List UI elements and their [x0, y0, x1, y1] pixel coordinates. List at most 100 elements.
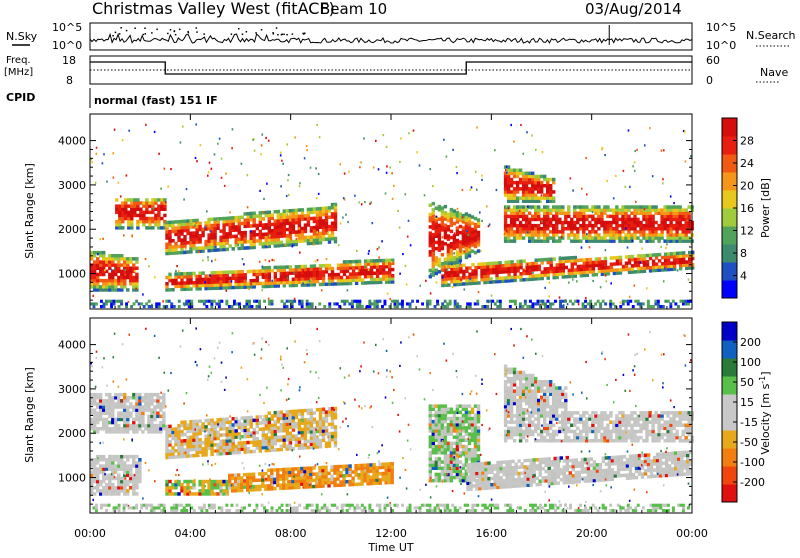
power-cell — [519, 181, 522, 185]
velocity-cell — [321, 484, 324, 488]
power-cell — [531, 200, 534, 204]
power-cell — [438, 261, 441, 265]
velocity-cell — [229, 420, 232, 424]
power-cell — [582, 230, 585, 234]
power-cell — [591, 205, 594, 209]
power-cell — [577, 271, 580, 275]
velocity-cell — [105, 408, 108, 412]
power-cell — [480, 266, 483, 270]
power-cell — [447, 283, 450, 287]
power-cell — [133, 211, 136, 215]
velocity-cell — [435, 445, 438, 449]
velocity-cell — [265, 421, 268, 425]
velocity-cell — [219, 446, 222, 450]
velocity-cell — [117, 455, 120, 459]
power-speckle — [317, 276, 319, 278]
power-cell — [672, 233, 675, 237]
velocity-cell — [93, 486, 96, 490]
power-cell — [174, 233, 177, 237]
power-cell — [571, 265, 574, 269]
power-cell — [210, 284, 213, 288]
velocity-cell — [265, 427, 268, 431]
power-cell — [331, 225, 334, 229]
power-cell — [379, 265, 382, 269]
power-cell — [130, 201, 133, 205]
velocity-cell — [238, 420, 241, 424]
power-cell — [675, 221, 678, 225]
velocity-cell — [321, 466, 324, 470]
power-cell — [222, 217, 225, 221]
power-cell — [483, 262, 486, 266]
velocity-cell — [201, 486, 204, 490]
velocity-cell — [385, 466, 388, 470]
velocity-cell — [369, 469, 372, 473]
power-cell — [253, 240, 256, 244]
power-cell — [207, 221, 210, 225]
power-floor — [569, 300, 572, 303]
velocity-cell — [246, 473, 249, 477]
power-cell — [186, 287, 189, 291]
power-speckle — [238, 244, 240, 246]
power-cell — [516, 181, 519, 185]
velocity-cell — [111, 399, 114, 403]
velocity-cell — [438, 411, 441, 415]
power-floor — [514, 302, 517, 305]
power-cell — [216, 277, 219, 281]
power-cell — [379, 259, 382, 263]
power-speckle — [302, 282, 304, 284]
power-cell — [256, 214, 259, 218]
power-cell — [510, 200, 513, 204]
velocity-cell — [108, 393, 111, 397]
velocity-cell — [429, 404, 432, 408]
power-cell — [189, 275, 192, 279]
velocity-cell — [241, 447, 244, 451]
power-cell — [280, 231, 283, 235]
power-cell — [253, 218, 256, 222]
velocity-cell — [297, 483, 300, 487]
velocity-cell — [289, 432, 292, 436]
power-cell — [126, 273, 129, 277]
velocity-cell — [276, 468, 279, 472]
power-speckle — [118, 182, 120, 184]
power-cell — [447, 262, 450, 266]
power-cell — [238, 273, 241, 277]
power-speckle — [359, 166, 361, 168]
velocity-cell — [289, 413, 292, 417]
power-floor — [203, 302, 206, 305]
velocity-cell — [120, 455, 123, 459]
velocity-cell — [135, 483, 138, 487]
power-cell — [519, 278, 522, 282]
velocity-cell — [244, 426, 247, 430]
power-cell — [271, 229, 274, 233]
power-cell — [295, 215, 298, 219]
power-cell — [132, 285, 135, 289]
velocity-cell — [153, 399, 156, 403]
power-cell — [546, 212, 549, 216]
power-cell — [198, 234, 201, 238]
power-cell — [538, 277, 541, 281]
velocity-cell — [123, 405, 126, 409]
velocity-cell — [301, 412, 304, 416]
power-cell — [283, 284, 286, 288]
power-cell — [528, 196, 531, 200]
power-speckle — [247, 206, 249, 208]
power-cell — [174, 248, 177, 252]
power-cell — [289, 215, 292, 219]
velocity-cell — [237, 489, 240, 493]
power-cell — [504, 239, 507, 243]
velocity-cell — [444, 454, 447, 458]
power-cell — [660, 212, 663, 216]
velocity-cell — [292, 425, 295, 429]
power-cell — [145, 201, 148, 205]
velocity-cell — [246, 482, 249, 486]
velocity-cell — [138, 418, 141, 422]
power-cell — [586, 261, 589, 265]
velocity-cell — [177, 480, 180, 484]
power-cell — [174, 220, 177, 224]
velocity-cell — [201, 425, 204, 429]
power-cell — [115, 211, 118, 215]
velocity-cell — [369, 482, 372, 486]
velocity-cell — [444, 442, 447, 446]
power-cell — [331, 276, 334, 280]
power-cell — [105, 263, 108, 267]
